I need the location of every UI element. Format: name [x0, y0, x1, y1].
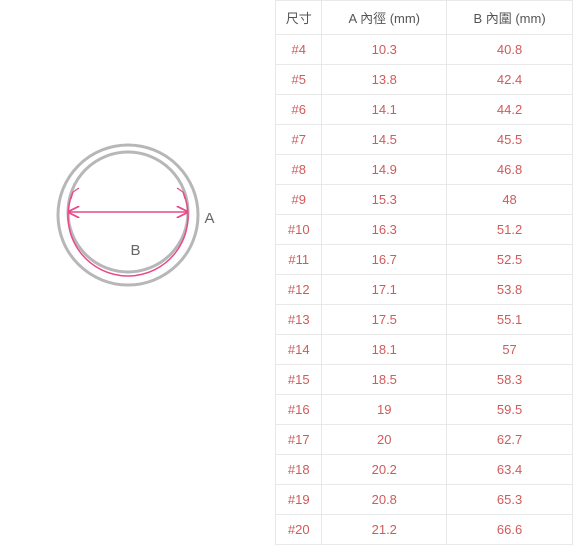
cell-circ: 51.2 [447, 215, 573, 245]
cell-inner-d: 15.3 [322, 185, 447, 215]
cell-size: #15 [276, 365, 322, 395]
cell-size: #17 [276, 425, 322, 455]
table-row: #161959.5 [276, 395, 573, 425]
cell-circ: 57 [447, 335, 573, 365]
table-row: #915.348 [276, 185, 573, 215]
cell-size: #5 [276, 65, 322, 95]
table-row: #1920.865.3 [276, 485, 573, 515]
cell-circ: 45.5 [447, 125, 573, 155]
col-inner-d: A 內徑 (mm) [322, 1, 447, 35]
table-row: #1116.752.5 [276, 245, 573, 275]
cell-circ: 62.7 [447, 425, 573, 455]
label-b: B [131, 242, 141, 259]
ring-diagram: A B [0, 0, 275, 295]
cell-inner-d: 14.1 [322, 95, 447, 125]
table-header-row: 尺寸 A 內徑 (mm) B 內圍 (mm) [276, 1, 573, 35]
label-a: A [205, 210, 215, 227]
table-row: #1418.157 [276, 335, 573, 365]
table-row: #1016.351.2 [276, 215, 573, 245]
cell-inner-d: 19 [322, 395, 447, 425]
cell-inner-d: 20.8 [322, 485, 447, 515]
cell-inner-d: 18.1 [322, 335, 447, 365]
cell-inner-d: 14.5 [322, 125, 447, 155]
table-row: #172062.7 [276, 425, 573, 455]
cell-size: #18 [276, 455, 322, 485]
cell-circ: 63.4 [447, 455, 573, 485]
cell-size: #19 [276, 485, 322, 515]
cell-circ: 65.3 [447, 485, 573, 515]
table-row: #410.340.8 [276, 35, 573, 65]
cell-size: #14 [276, 335, 322, 365]
cell-inner-d: 18.5 [322, 365, 447, 395]
table-row: #513.842.4 [276, 65, 573, 95]
cell-inner-d: 16.3 [322, 215, 447, 245]
cell-size: #8 [276, 155, 322, 185]
table-row: #814.946.8 [276, 155, 573, 185]
cell-circ: 44.2 [447, 95, 573, 125]
cell-circ: 40.8 [447, 35, 573, 65]
cell-inner-d: 10.3 [322, 35, 447, 65]
ring-svg-wrap: A B [53, 140, 223, 295]
size-table: 尺寸 A 內徑 (mm) B 內圍 (mm) #410.340.8#513.84… [275, 0, 573, 545]
table-row: #1217.153.8 [276, 275, 573, 305]
cell-inner-d: 20 [322, 425, 447, 455]
cell-inner-d: 17.1 [322, 275, 447, 305]
ring-svg [53, 140, 203, 290]
outer-ring [58, 145, 198, 285]
cell-size: #12 [276, 275, 322, 305]
cell-inner-d: 21.2 [322, 515, 447, 545]
cell-circ: 58.3 [447, 365, 573, 395]
table-row: #1317.555.1 [276, 305, 573, 335]
table-row: #2021.266.6 [276, 515, 573, 545]
cell-circ: 42.4 [447, 65, 573, 95]
cell-inner-d: 16.7 [322, 245, 447, 275]
cell-circ: 53.8 [447, 275, 573, 305]
cell-size: #16 [276, 395, 322, 425]
cell-circ: 66.6 [447, 515, 573, 545]
table-row: #714.545.5 [276, 125, 573, 155]
cell-size: #4 [276, 35, 322, 65]
cell-inner-d: 17.5 [322, 305, 447, 335]
cell-size: #6 [276, 95, 322, 125]
circumference-arc [68, 192, 188, 276]
cell-size: #9 [276, 185, 322, 215]
size-table-container: 尺寸 A 內徑 (mm) B 內圍 (mm) #410.340.8#513.84… [275, 0, 583, 545]
table-row: #614.144.2 [276, 95, 573, 125]
table-row: #1518.558.3 [276, 365, 573, 395]
table-row: #1820.263.4 [276, 455, 573, 485]
cell-circ: 48 [447, 185, 573, 215]
cell-size: #20 [276, 515, 322, 545]
cell-inner-d: 14.9 [322, 155, 447, 185]
cell-circ: 59.5 [447, 395, 573, 425]
col-circ: B 內圍 (mm) [447, 1, 573, 35]
cell-inner-d: 13.8 [322, 65, 447, 95]
cell-circ: 52.5 [447, 245, 573, 275]
cell-circ: 46.8 [447, 155, 573, 185]
cell-size: #13 [276, 305, 322, 335]
cell-size: #7 [276, 125, 322, 155]
cell-circ: 55.1 [447, 305, 573, 335]
cell-inner-d: 20.2 [322, 455, 447, 485]
cell-size: #10 [276, 215, 322, 245]
col-size: 尺寸 [276, 1, 322, 35]
cell-size: #11 [276, 245, 322, 275]
